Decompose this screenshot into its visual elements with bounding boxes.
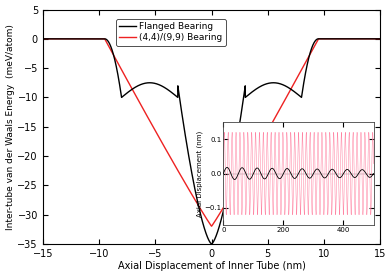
Flanged Bearing bbox=[192, 183, 196, 186]
(4,4)/(9,9) Bearing bbox=[378, 37, 383, 40]
Line: (4,4)/(9,9) Bearing: (4,4)/(9,9) Bearing bbox=[43, 39, 380, 226]
Flanged Bearing bbox=[40, 37, 45, 40]
X-axis label: Axial Displacement of Inner Tube (nm): Axial Displacement of Inner Tube (nm) bbox=[118, 261, 305, 271]
(4,4)/(9,9) Bearing bbox=[209, 225, 214, 228]
(4,4)/(9,9) Bearing bbox=[375, 37, 380, 40]
Flanged Bearing bbox=[122, 93, 127, 96]
Flanged Bearing bbox=[209, 242, 214, 245]
Legend: Flanged Bearing, (4,4)/(9,9) Bearing: Flanged Bearing, (4,4)/(9,9) Bearing bbox=[116, 19, 226, 46]
(4,4)/(9,9) Bearing bbox=[119, 67, 123, 71]
Flanged Bearing bbox=[168, 89, 172, 93]
Flanged Bearing bbox=[121, 94, 125, 98]
Flanged Bearing bbox=[378, 37, 383, 40]
Line: Flanged Bearing: Flanged Bearing bbox=[43, 39, 380, 244]
(4,4)/(9,9) Bearing bbox=[122, 74, 127, 77]
Y-axis label: Inter-tube van der Waals Energy  (meV/atom): Inter-tube van der Waals Energy (meV/ato… bbox=[5, 24, 15, 230]
(4,4)/(9,9) Bearing bbox=[121, 71, 125, 74]
Flanged Bearing bbox=[375, 37, 380, 40]
(4,4)/(9,9) Bearing bbox=[192, 196, 196, 200]
(4,4)/(9,9) Bearing bbox=[168, 155, 172, 158]
(4,4)/(9,9) Bearing bbox=[40, 37, 45, 40]
Flanged Bearing bbox=[119, 93, 123, 96]
